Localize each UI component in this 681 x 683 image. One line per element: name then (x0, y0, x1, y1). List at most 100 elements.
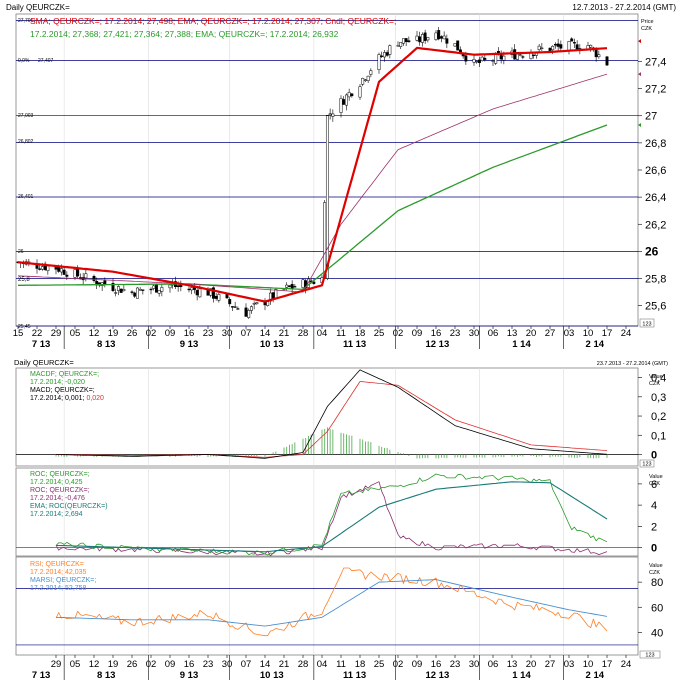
candle-body (594, 49, 598, 58)
date-tick-label: 26 (127, 328, 138, 339)
price-unit-label: Price (641, 19, 654, 25)
roc-lines (55, 473, 608, 557)
candle-body (477, 59, 481, 64)
scale-box[interactable] (639, 650, 661, 659)
scale-box[interactable] (639, 318, 655, 328)
candle-body (176, 285, 180, 288)
candle-body (369, 70, 373, 75)
price-y-tick-label: 26,6 (645, 165, 666, 177)
date-tick-label: 30 (469, 328, 480, 339)
candle-body (388, 45, 392, 55)
rsi-gridlines (16, 557, 638, 655)
candle-body (553, 43, 557, 46)
price-value-marker (638, 39, 641, 44)
price-y-tick-label: 26 (645, 244, 659, 258)
macd-y-tick-label: 0 (651, 449, 657, 461)
price-level-labels: 27,701 27,003 26,802 26,401 26 25,8 25,4… (18, 18, 54, 330)
candle-body (73, 269, 77, 278)
candle-body (344, 94, 348, 106)
candle-body (380, 55, 384, 57)
candle-body (515, 53, 519, 60)
candle-body (119, 288, 123, 293)
price-legend-line-2: 17.2.2014; 27,368; 27,421; 27,364; 27,38… (30, 29, 339, 39)
candle-body (382, 52, 386, 58)
price-candles (16, 26, 609, 319)
candle-body (589, 44, 593, 48)
candle-body (228, 299, 232, 305)
date-tick-label: 20 (526, 659, 537, 670)
candle-body (290, 284, 294, 289)
legend-sma: SMA; QEURCZK=; 17.2.2014; 27,498; EMA; Q… (30, 16, 396, 26)
price-value-marker (638, 122, 641, 127)
candle-body (65, 274, 69, 277)
date-tick-label: 16 (431, 328, 442, 339)
macd-panel-date-range: 23.7.2013 - 27.2.2014 (GMT) (597, 361, 668, 367)
candle-body (40, 266, 44, 270)
candle-body (551, 45, 555, 51)
rsi-legend: 17.2.2014; 42,035 (30, 569, 87, 576)
month-label: 1 14 (512, 670, 531, 681)
month-label: 11 13 (343, 339, 366, 350)
candle-body (472, 59, 476, 63)
candle-body (255, 302, 259, 305)
date-tick-label: 27 (545, 659, 556, 670)
candle-body (114, 292, 118, 294)
candle-body (266, 301, 270, 306)
candle-body (597, 54, 601, 58)
month-label: 11 13 (343, 670, 366, 681)
candle-body (135, 287, 139, 299)
date-tick-label: 28 (298, 659, 309, 670)
price-value-marker (638, 72, 641, 77)
scale-box[interactable] (639, 459, 655, 468)
date-tick-label: 04 (317, 659, 328, 670)
month-label: 12 13 (425, 670, 449, 681)
candle-body (84, 273, 88, 279)
candle-body (187, 288, 191, 291)
candle-body (339, 98, 343, 113)
candle-body (426, 37, 430, 41)
candle-body (271, 292, 275, 299)
level-label: 27,701 (18, 18, 34, 24)
candle-body (494, 53, 498, 64)
month-label: 1 14 (512, 339, 531, 350)
roc-legend: ROC; QEURCZK=; (30, 471, 90, 478)
candle-body (233, 306, 237, 308)
scale-box-label: 123 (642, 322, 651, 328)
level-label: 25,45 (18, 324, 31, 330)
candle-body (361, 77, 365, 85)
date-tick-label: 06 (488, 659, 499, 670)
date-tick-label: 12 (89, 328, 100, 339)
level-label: 26,401 (18, 194, 34, 200)
candle-body (160, 287, 164, 292)
rsi-y-axis: 80 60 40 (638, 577, 663, 639)
date-tick-label: 20 (526, 328, 537, 339)
date-tick-label: 09 (412, 328, 423, 339)
date-tick-label: 09 (412, 659, 423, 670)
rsi-y-tick-label: 80 (651, 577, 663, 589)
candle-body (418, 36, 422, 43)
candle-body (236, 308, 240, 310)
date-tick-label: 25 (374, 659, 385, 670)
price-y-tick-label: 25,8 (645, 274, 666, 286)
candle-body (491, 60, 495, 62)
candle-body (122, 289, 126, 292)
candle-body (420, 34, 424, 43)
candle-body (331, 113, 335, 117)
candle-body (38, 268, 42, 270)
candle-body (513, 49, 517, 60)
candle-body (190, 287, 194, 291)
candle-body (456, 40, 460, 51)
candle-body (529, 52, 533, 59)
candle-body (570, 38, 574, 42)
date-tick-label: 02 (393, 659, 404, 670)
macd-legend: 17.2.2014; 0,001; 0,020 (30, 395, 104, 402)
date-tick-label: 12 (89, 659, 100, 670)
candle-body (195, 290, 199, 296)
candle-body (442, 35, 446, 40)
candle-body (475, 61, 479, 63)
date-tick-label: 14 (260, 659, 271, 670)
candle-body (217, 294, 221, 301)
candle-body (214, 295, 218, 299)
month-label: 10 13 (260, 670, 284, 681)
date-tick-label: 02 (393, 328, 404, 339)
